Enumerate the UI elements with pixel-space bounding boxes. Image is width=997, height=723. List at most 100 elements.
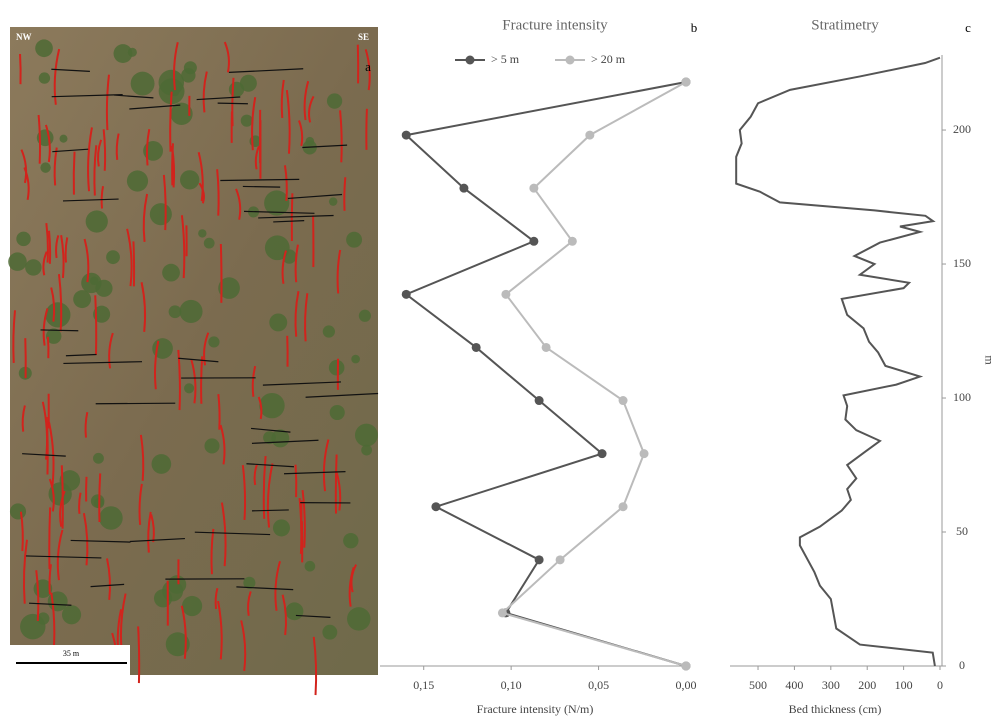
- vegetation: [329, 197, 337, 205]
- fracture-trace: [138, 626, 139, 683]
- vegetation: [60, 135, 68, 143]
- data-point: [498, 608, 507, 617]
- x-tick-label: 0,15: [413, 678, 434, 692]
- y-tick-label: 150: [953, 256, 971, 270]
- fracture-trace: [95, 295, 96, 355]
- vegetation: [286, 602, 304, 620]
- data-point: [640, 449, 649, 458]
- vegetation: [204, 438, 219, 453]
- vegetation: [90, 276, 99, 285]
- direction-label: SE: [358, 32, 369, 42]
- vegetation: [99, 506, 122, 529]
- vegetation: [265, 235, 290, 260]
- vegetation: [162, 264, 180, 282]
- vegetation: [346, 232, 362, 248]
- data-point: [402, 131, 411, 140]
- y-axis-label: m: [982, 355, 996, 365]
- photo-panel: NW SE a 35 m: [8, 27, 378, 695]
- data-line: [502, 82, 686, 666]
- vegetation: [273, 519, 290, 536]
- vegetation: [106, 250, 120, 264]
- photo-background: [10, 27, 378, 675]
- legend-marker: [466, 56, 475, 65]
- data-point: [472, 343, 481, 352]
- fracture-trace: [99, 473, 100, 522]
- vegetation: [355, 424, 378, 447]
- bedding-trace: [243, 186, 280, 187]
- x-tick-label: 300: [822, 678, 840, 692]
- data-point: [682, 662, 691, 671]
- vegetation: [179, 300, 202, 323]
- data-point: [598, 449, 607, 458]
- fracture-trace: [218, 394, 219, 430]
- legend-label: > 5 m: [491, 52, 520, 66]
- data-point: [585, 131, 594, 140]
- fracture-trace: [20, 54, 21, 84]
- data-line: [406, 82, 686, 666]
- fracture-trace: [336, 455, 337, 514]
- panel-label: a: [365, 59, 371, 74]
- vegetation: [329, 360, 345, 376]
- vegetation: [8, 252, 27, 271]
- vegetation: [127, 170, 148, 191]
- data-point: [682, 78, 691, 87]
- direction-label: NW: [16, 32, 32, 42]
- data-point: [459, 184, 468, 193]
- vegetation: [198, 229, 206, 237]
- vegetation: [229, 82, 244, 97]
- bedding-trace: [218, 103, 248, 104]
- data-point: [542, 343, 551, 352]
- data-point: [619, 502, 628, 511]
- x-tick-label: 0,05: [588, 678, 609, 692]
- x-tick-label: 400: [785, 678, 803, 692]
- vegetation: [35, 39, 53, 57]
- vegetation: [159, 70, 185, 96]
- vegetation: [269, 313, 287, 331]
- vegetation: [351, 355, 360, 364]
- data-point: [402, 290, 411, 299]
- data-point: [431, 502, 440, 511]
- chart-title: Stratimetry: [811, 17, 879, 33]
- vegetation: [91, 494, 104, 507]
- vegetation: [150, 203, 172, 225]
- vegetation: [128, 48, 137, 57]
- fracture-trace: [47, 417, 48, 474]
- vegetation: [16, 232, 30, 246]
- panel-label: b: [691, 20, 698, 35]
- x-tick-label: 100: [895, 678, 913, 692]
- x-tick-label: 500: [749, 678, 767, 692]
- chart-title: Fracture intensity: [502, 17, 608, 33]
- vegetation: [10, 503, 26, 519]
- data-point: [619, 396, 628, 405]
- data-point: [529, 237, 538, 246]
- vegetation: [182, 596, 202, 616]
- vegetation: [25, 259, 41, 275]
- fracture-trace: [366, 109, 367, 150]
- bedding-trace: [41, 330, 79, 331]
- vegetation: [86, 210, 108, 232]
- x-axis-label: Bed thickness (cm): [789, 702, 882, 716]
- vegetation: [305, 561, 316, 572]
- fracture-trace: [49, 507, 50, 569]
- legend-marker: [566, 56, 575, 65]
- vegetation: [343, 533, 358, 548]
- data-line: [736, 58, 940, 666]
- y-tick-label: 100: [953, 390, 971, 404]
- x-tick-label: 0,10: [501, 678, 522, 692]
- vegetation: [259, 393, 284, 418]
- panel-label: c: [965, 20, 971, 35]
- vegetation: [40, 162, 50, 172]
- fracture-trace: [74, 152, 75, 195]
- x-tick-label: 0: [937, 678, 943, 692]
- data-point: [501, 290, 510, 299]
- fracture-trace: [296, 465, 297, 497]
- data-point: [535, 555, 544, 564]
- vegetation: [152, 454, 172, 474]
- fracture-trace: [221, 244, 222, 303]
- vegetation: [241, 115, 253, 127]
- bedding-trace: [96, 403, 176, 404]
- vegetation: [208, 336, 219, 347]
- vegetation: [330, 405, 345, 420]
- legend-label: > 20 m: [591, 52, 626, 66]
- vegetation: [323, 325, 335, 337]
